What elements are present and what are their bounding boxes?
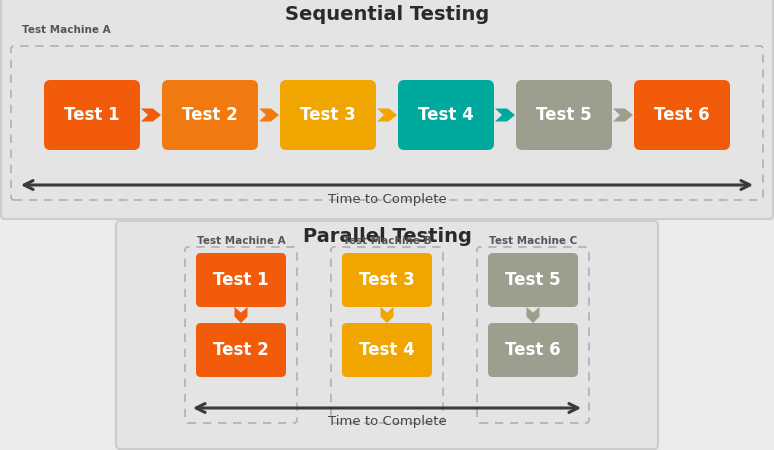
Text: Test 3: Test 3: [300, 106, 356, 124]
FancyBboxPatch shape: [116, 221, 658, 449]
FancyBboxPatch shape: [342, 323, 432, 377]
FancyBboxPatch shape: [162, 80, 258, 150]
Text: Test 6: Test 6: [505, 341, 561, 359]
FancyBboxPatch shape: [280, 80, 376, 150]
FancyBboxPatch shape: [634, 80, 730, 150]
Polygon shape: [377, 108, 397, 122]
FancyBboxPatch shape: [342, 253, 432, 307]
Text: Test Machine A: Test Machine A: [197, 236, 286, 246]
FancyBboxPatch shape: [196, 323, 286, 377]
Polygon shape: [235, 307, 248, 323]
FancyBboxPatch shape: [488, 323, 578, 377]
FancyBboxPatch shape: [516, 80, 612, 150]
Text: Time to Complete: Time to Complete: [327, 414, 447, 428]
FancyBboxPatch shape: [398, 80, 494, 150]
Text: Test Machine C: Test Machine C: [489, 236, 577, 246]
Text: Parallel Testing: Parallel Testing: [303, 226, 471, 246]
Text: Test Machine A: Test Machine A: [22, 25, 111, 35]
Polygon shape: [141, 108, 161, 122]
Text: Test 6: Test 6: [654, 106, 710, 124]
Text: Test 5: Test 5: [536, 106, 592, 124]
Polygon shape: [495, 108, 515, 122]
Text: Test 1: Test 1: [64, 106, 120, 124]
Polygon shape: [381, 307, 393, 323]
FancyBboxPatch shape: [488, 253, 578, 307]
Polygon shape: [613, 108, 633, 122]
Text: Test 4: Test 4: [359, 341, 415, 359]
Text: Test Machine B: Test Machine B: [343, 236, 431, 246]
Text: Test 3: Test 3: [359, 271, 415, 289]
Text: Time to Complete: Time to Complete: [327, 193, 447, 206]
FancyBboxPatch shape: [1, 0, 773, 219]
Text: Test 1: Test 1: [213, 271, 269, 289]
Text: Test 2: Test 2: [213, 341, 269, 359]
Text: Test 4: Test 4: [418, 106, 474, 124]
Polygon shape: [526, 307, 539, 323]
Text: Test 5: Test 5: [505, 271, 561, 289]
Text: Sequential Testing: Sequential Testing: [285, 5, 489, 24]
Polygon shape: [259, 108, 279, 122]
FancyBboxPatch shape: [196, 253, 286, 307]
Text: Test 2: Test 2: [182, 106, 238, 124]
FancyBboxPatch shape: [44, 80, 140, 150]
